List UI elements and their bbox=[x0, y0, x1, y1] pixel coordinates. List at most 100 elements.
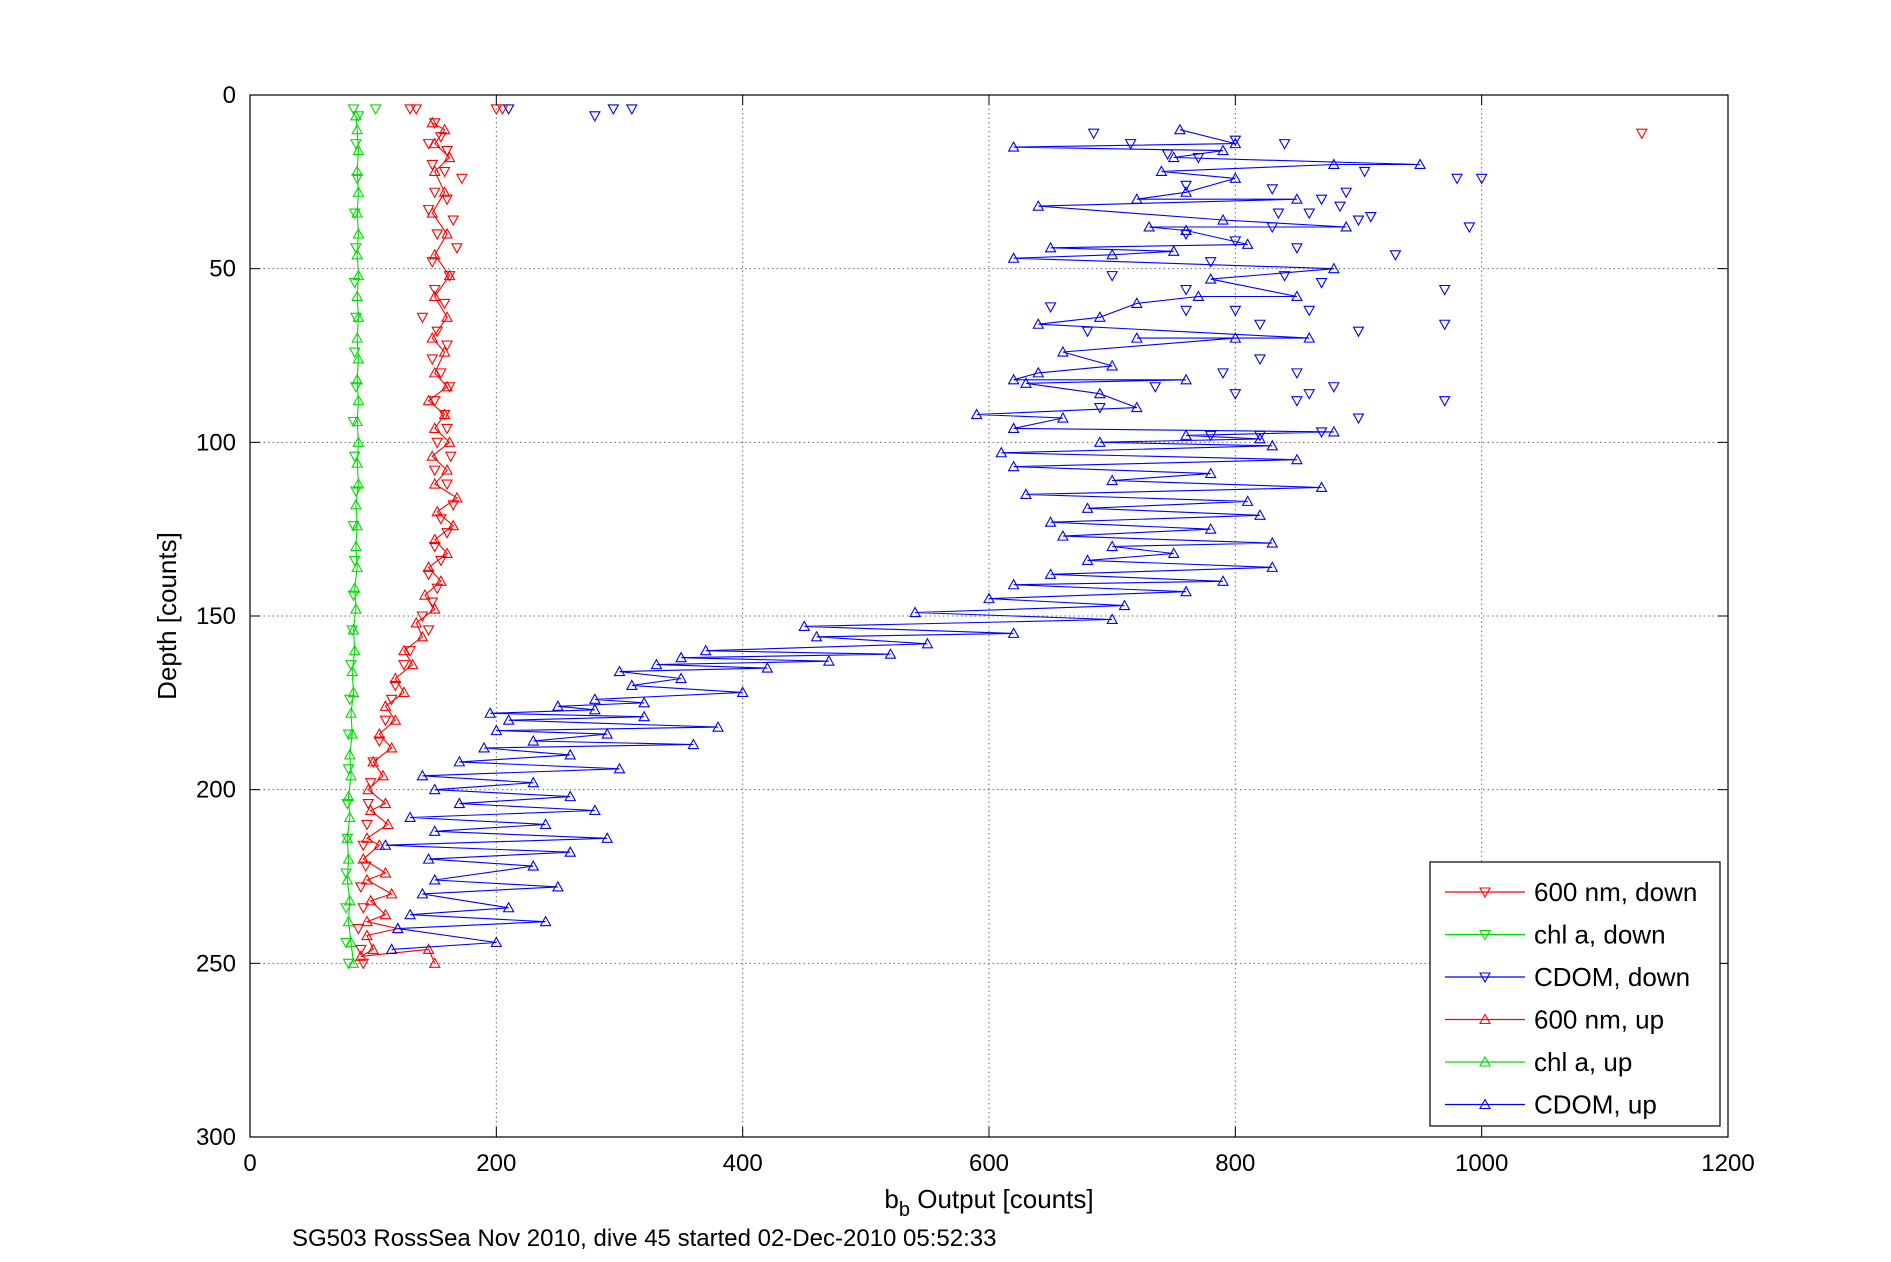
data-point bbox=[613, 665, 626, 677]
data-point bbox=[431, 326, 444, 338]
data-point bbox=[404, 908, 417, 920]
data-point bbox=[1229, 236, 1242, 248]
data-point bbox=[361, 873, 373, 885]
x-axis-label-sub: b bbox=[899, 1199, 910, 1221]
data-point bbox=[1290, 243, 1303, 254]
data-point bbox=[443, 271, 456, 282]
data-point bbox=[340, 937, 353, 949]
data-point bbox=[1130, 193, 1143, 204]
data-point bbox=[349, 498, 362, 510]
legend-swatch-marker bbox=[1479, 1013, 1491, 1025]
data-point bbox=[343, 894, 356, 906]
data-point bbox=[638, 696, 651, 708]
data-point bbox=[354, 944, 367, 956]
data-point bbox=[422, 561, 435, 572]
legend-label: chl a, down bbox=[1534, 920, 1666, 950]
data-point bbox=[1303, 389, 1316, 400]
data-point bbox=[995, 446, 1008, 458]
data-point bbox=[352, 436, 365, 447]
data-point bbox=[428, 465, 441, 477]
data-point bbox=[496, 104, 509, 116]
data-point bbox=[426, 116, 439, 128]
data-point bbox=[441, 380, 454, 392]
data-point bbox=[699, 644, 712, 656]
data-point bbox=[539, 818, 552, 829]
data-point bbox=[453, 797, 466, 809]
data-point bbox=[1438, 396, 1451, 407]
data-point bbox=[426, 450, 439, 461]
data-point bbox=[404, 104, 417, 116]
data-point bbox=[349, 109, 362, 121]
data-point bbox=[1044, 302, 1057, 314]
data-point bbox=[361, 915, 373, 927]
data-point bbox=[385, 887, 398, 899]
legend-label: CDOM, up bbox=[1534, 1090, 1657, 1120]
y-tick-label: 0 bbox=[223, 82, 236, 109]
data-point bbox=[347, 521, 360, 532]
data-point bbox=[1032, 318, 1045, 329]
data-point bbox=[1272, 208, 1285, 220]
data-point bbox=[404, 811, 417, 823]
data-point bbox=[357, 840, 370, 852]
data-point bbox=[1290, 396, 1303, 407]
data-point bbox=[431, 505, 444, 517]
data-point bbox=[346, 625, 359, 637]
data-point bbox=[349, 382, 362, 393]
data-point bbox=[352, 144, 365, 156]
data-point bbox=[1167, 547, 1180, 559]
data-point bbox=[438, 123, 451, 135]
data-point bbox=[441, 463, 454, 475]
data-point bbox=[1093, 403, 1106, 414]
data-point bbox=[736, 686, 749, 697]
data-point bbox=[347, 590, 360, 602]
data-point bbox=[441, 528, 454, 539]
data-point bbox=[551, 880, 564, 892]
series-line-600-nm-up bbox=[360, 122, 458, 964]
data-point bbox=[352, 227, 365, 239]
data-point bbox=[349, 243, 362, 254]
data-point bbox=[428, 783, 441, 795]
data-point bbox=[1093, 436, 1106, 447]
data-point bbox=[379, 839, 392, 850]
data-point bbox=[416, 769, 429, 781]
series-cdom-down bbox=[502, 104, 1488, 442]
data-point bbox=[1192, 152, 1205, 164]
legend-box bbox=[1429, 861, 1721, 1127]
data-point bbox=[1007, 422, 1020, 433]
legend-label: CDOM, down bbox=[1534, 962, 1690, 992]
data-point bbox=[1020, 377, 1032, 388]
data-point bbox=[1007, 373, 1020, 385]
data-point bbox=[1340, 220, 1353, 232]
data-point bbox=[447, 519, 460, 531]
data-point bbox=[484, 707, 497, 718]
data-point bbox=[422, 139, 435, 150]
x-axis-label: bb Output [counts] bbox=[884, 1184, 1093, 1221]
data-point bbox=[352, 394, 365, 406]
data-point bbox=[434, 555, 447, 567]
y-tick-label: 100 bbox=[196, 429, 236, 456]
data-point bbox=[490, 724, 503, 736]
data-point bbox=[1290, 193, 1303, 204]
data-point bbox=[1438, 319, 1451, 331]
data-point bbox=[426, 257, 439, 268]
data-point bbox=[1087, 128, 1100, 140]
data-point bbox=[1241, 238, 1254, 249]
data-point bbox=[1118, 599, 1131, 611]
data-point bbox=[564, 790, 577, 802]
data-point bbox=[364, 804, 377, 816]
data-point bbox=[398, 660, 410, 671]
data-point bbox=[410, 104, 423, 116]
data-point bbox=[1229, 389, 1242, 400]
data-point bbox=[428, 541, 441, 553]
data-point bbox=[342, 915, 355, 927]
data-point bbox=[346, 727, 359, 739]
data-point bbox=[443, 436, 456, 447]
data-point bbox=[428, 396, 441, 407]
data-point bbox=[362, 783, 375, 795]
data-point bbox=[1007, 627, 1020, 638]
data-point bbox=[1334, 201, 1346, 213]
data-point bbox=[428, 825, 441, 836]
data-point bbox=[428, 248, 441, 260]
data-point bbox=[342, 790, 355, 802]
